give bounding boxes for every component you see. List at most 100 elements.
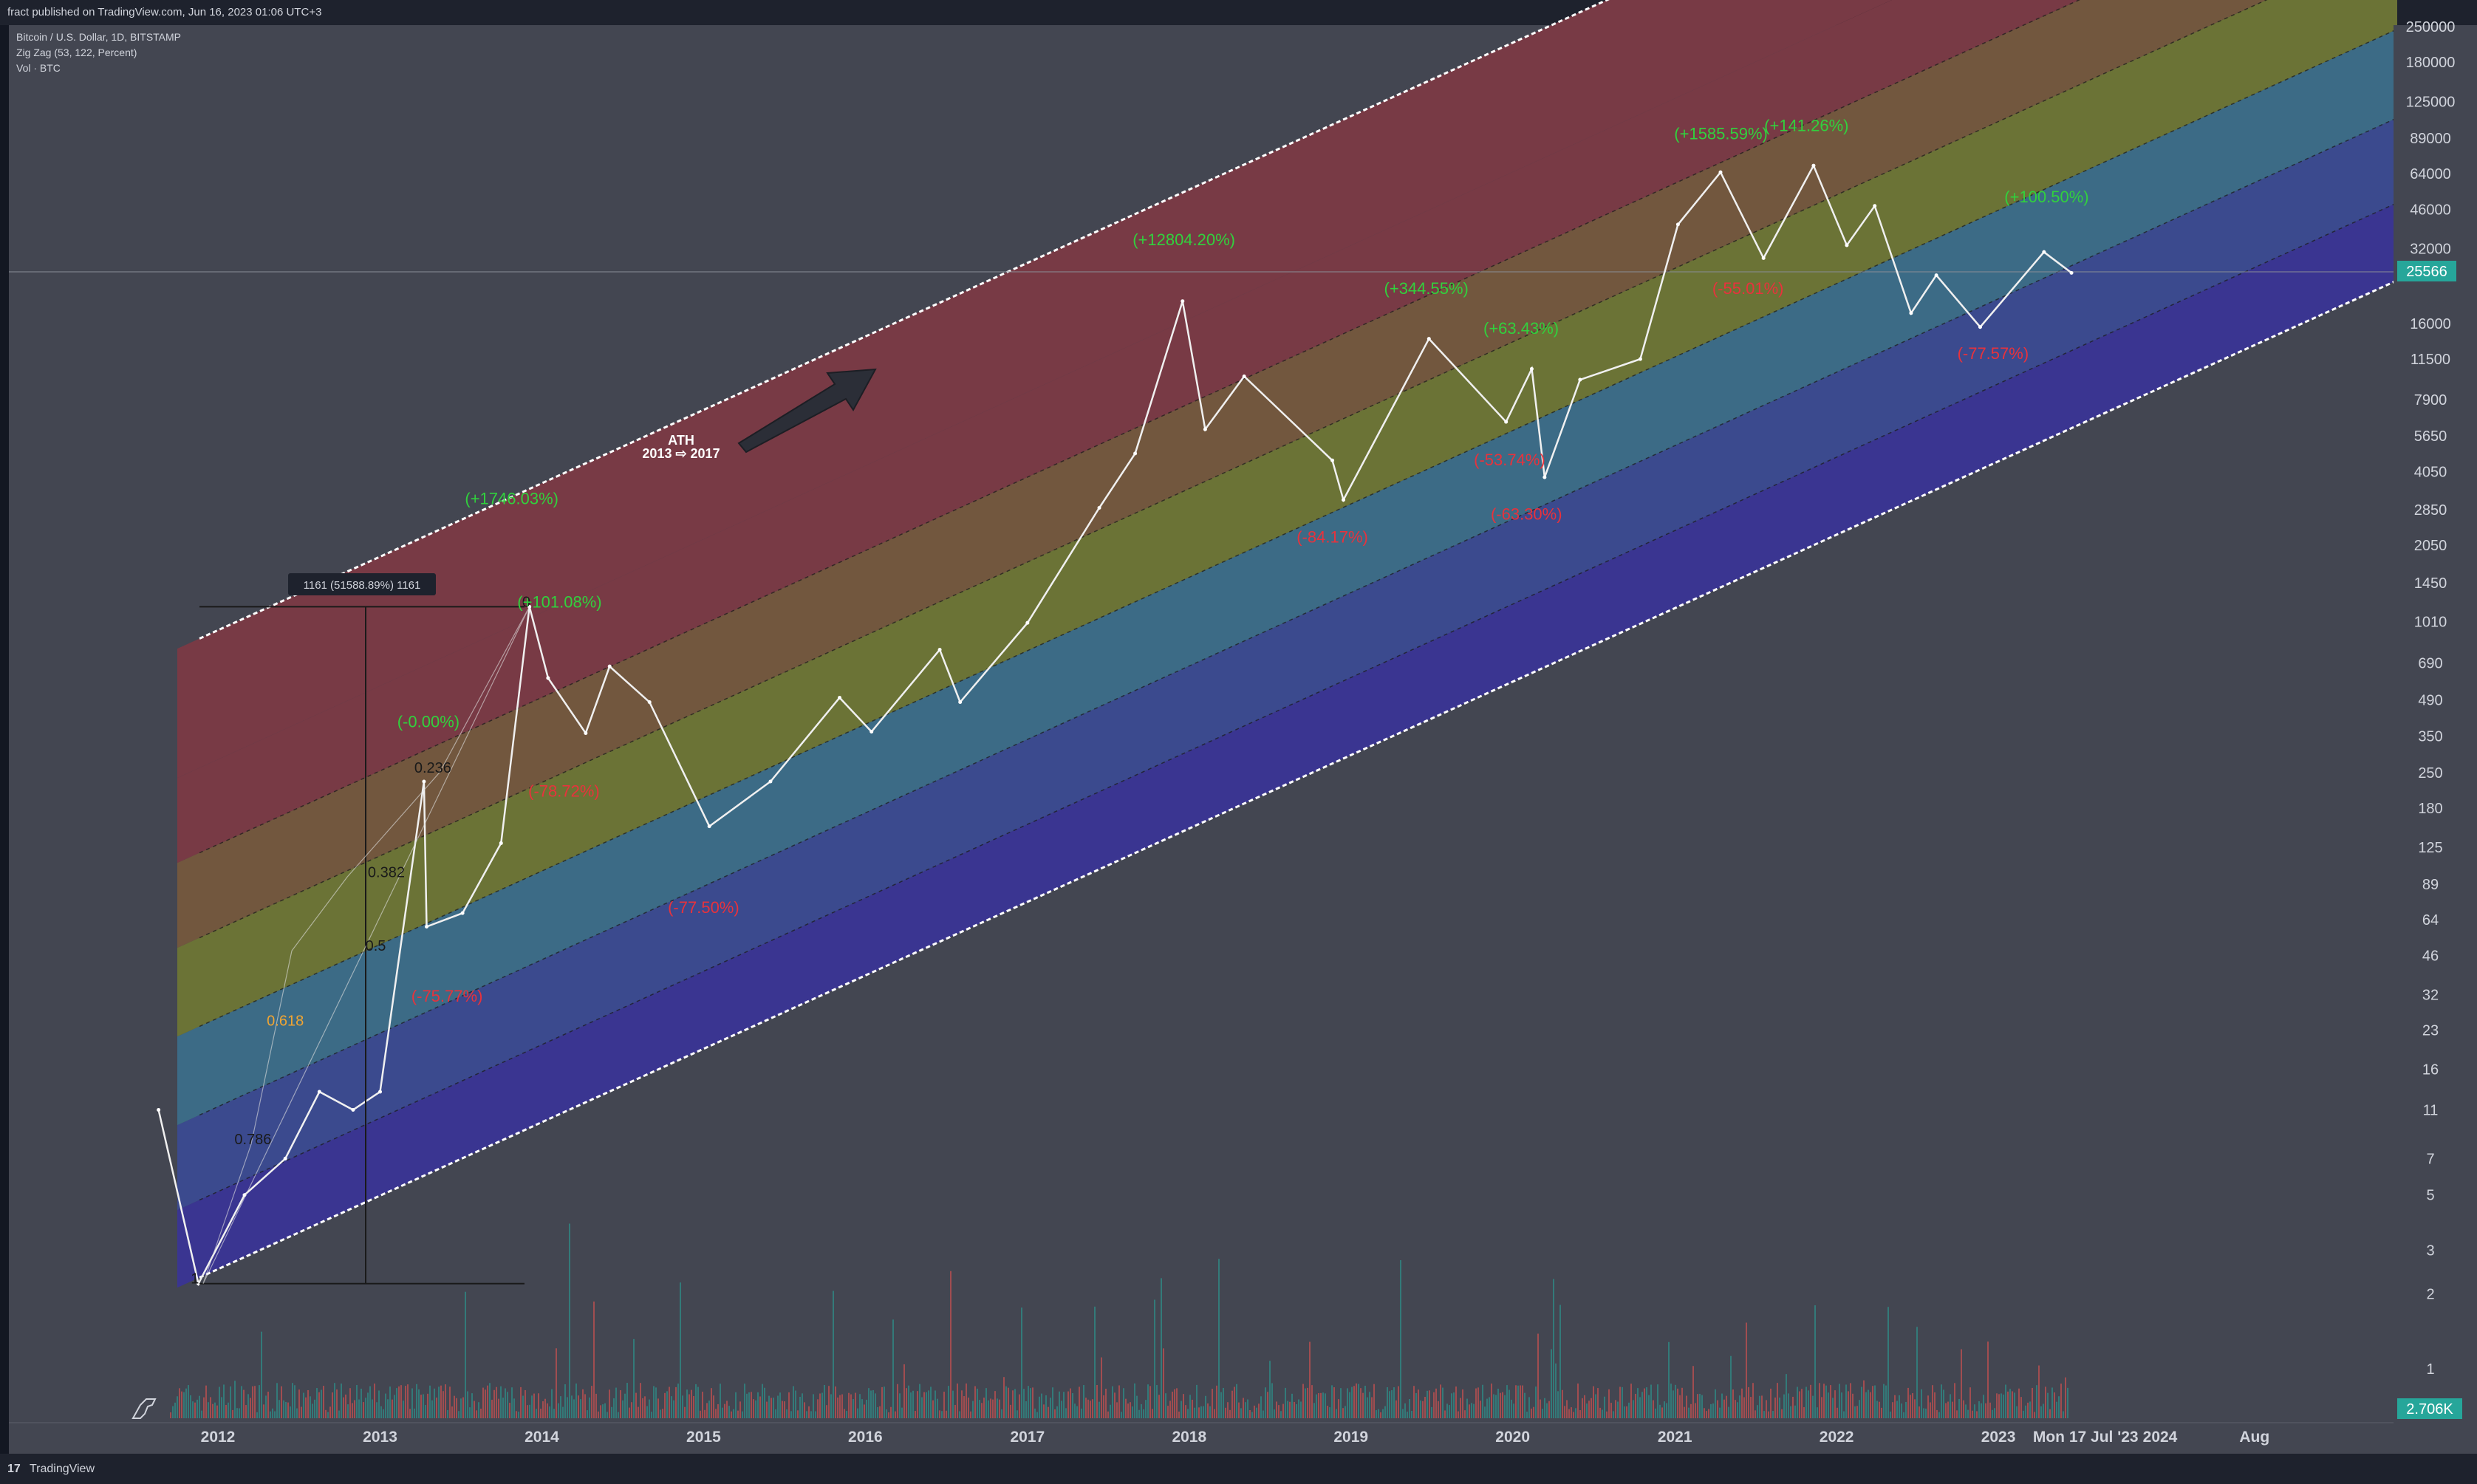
y-tick-label: 32000	[2410, 242, 2451, 258]
volume-bar	[1453, 1392, 1455, 1418]
volume-bars	[170, 1223, 2068, 1418]
volume-bar	[1972, 1411, 1973, 1418]
price-point	[1330, 459, 1334, 462]
volume-bar	[1712, 1403, 1714, 1418]
fib-level-label: 0.382	[368, 864, 405, 881]
volume-bar	[434, 1389, 435, 1418]
volume-bar	[618, 1412, 619, 1418]
volume-bar	[1515, 1385, 1517, 1418]
volume-bar	[498, 1399, 499, 1418]
volume-bar	[1721, 1394, 1723, 1418]
volume-bar	[988, 1401, 989, 1418]
volume-bar	[1748, 1387, 1749, 1418]
volume-bar	[737, 1411, 739, 1418]
volume-bar	[427, 1394, 428, 1418]
volume-bar	[1577, 1384, 1579, 1418]
volume-bar	[1181, 1401, 1182, 1418]
volume-bar	[465, 1292, 466, 1418]
volume-bar	[1497, 1389, 1499, 1418]
volume-bar	[1517, 1386, 1519, 1418]
volume-bar	[1630, 1384, 1632, 1418]
volume-bar	[2038, 1366, 2040, 1418]
price-point	[768, 780, 772, 784]
volume-bar	[677, 1384, 679, 1418]
x-tick-label: 2019	[1333, 1429, 1368, 1446]
volume-bar	[1152, 1409, 1153, 1418]
legend-symbol[interactable]: Bitcoin / U.S. Dollar, 1D, BITSTAMP	[16, 31, 181, 43]
volume-bar	[1571, 1407, 1572, 1418]
volume-bar	[500, 1386, 502, 1418]
volume-bar	[491, 1400, 493, 1418]
volume-bar	[1921, 1389, 1922, 1418]
volume-bar	[1105, 1389, 1107, 1418]
fib-level-label: 0.5	[366, 938, 386, 954]
legend-volume[interactable]: Vol · BTC	[16, 62, 61, 74]
volume-bar	[318, 1392, 320, 1418]
y-tick-label: 16000	[2410, 316, 2451, 332]
volume-bar	[438, 1386, 440, 1418]
volume-bar	[1610, 1403, 1612, 1418]
volume-bar	[1216, 1386, 1217, 1418]
volume-bar	[420, 1395, 422, 1418]
volume-bar	[478, 1402, 479, 1418]
volume-bar	[1985, 1403, 1986, 1418]
y-tick-label: 1010	[2414, 615, 2447, 631]
volume-bar	[1582, 1398, 1583, 1418]
volume-bar	[2043, 1404, 2044, 1418]
x-tick-label: 2018	[1172, 1429, 1206, 1446]
volume-bar	[345, 1395, 346, 1418]
volume-bar	[1101, 1358, 1102, 1418]
volume-bar	[1165, 1393, 1166, 1418]
zigzag-label: (+344.55%)	[1384, 279, 1469, 298]
volume-bar	[219, 1386, 220, 1418]
volume-bar	[2067, 1388, 2068, 1418]
volume-bar	[1974, 1404, 1975, 1418]
volume-bar	[1837, 1408, 1838, 1418]
volume-bar	[1196, 1385, 1197, 1418]
volume-bar	[828, 1386, 830, 1418]
volume-bar	[1896, 1401, 1898, 1418]
volume-bar	[1178, 1412, 1180, 1418]
volume-bar	[1240, 1408, 1242, 1418]
y-tick-label: 11500	[2411, 352, 2450, 368]
volume-bar	[1067, 1392, 1069, 1418]
volume-bar	[212, 1404, 213, 1418]
volume-bar	[1121, 1412, 1122, 1418]
volume-bar	[1540, 1400, 1541, 1418]
volume-bar	[1112, 1386, 1113, 1418]
volume-bar	[387, 1399, 389, 1418]
y-tick-label: 125	[2418, 840, 2442, 856]
volume-bar	[294, 1385, 295, 1418]
volume-bar	[1697, 1394, 1698, 1418]
volume-bar	[742, 1412, 743, 1418]
volume-bar	[932, 1401, 934, 1418]
volume-bar	[697, 1387, 699, 1418]
volume-bar	[259, 1385, 260, 1418]
volume-bar	[1548, 1401, 1550, 1418]
volume-bar	[1868, 1389, 1869, 1418]
volume-bar	[584, 1394, 586, 1418]
volume-bar	[369, 1386, 371, 1418]
volume-bar	[1214, 1409, 1215, 1418]
volume-bar	[1511, 1400, 1512, 1418]
x-tick-label: 2017	[1011, 1429, 1045, 1446]
volume-bar	[1218, 1259, 1220, 1418]
volume-bar	[2032, 1388, 2033, 1418]
volume-bar	[1438, 1401, 1439, 1418]
y-tick-label: 2050	[2414, 538, 2447, 554]
volume-bar	[429, 1386, 431, 1418]
volume-bar	[928, 1390, 929, 1418]
volume-bar	[977, 1389, 978, 1418]
zigzag-label: (+101.08%)	[517, 593, 601, 612]
volume-bar	[1573, 1412, 1574, 1418]
volume-bar	[1653, 1401, 1654, 1418]
volume-bar	[1741, 1389, 1743, 1418]
legend-zigzag[interactable]: Zig Zag (53, 122, Percent)	[16, 47, 137, 58]
volume-bar	[1351, 1387, 1353, 1418]
volume-bar	[1912, 1393, 1913, 1418]
volume-bar	[1466, 1399, 1468, 1418]
volume-bar	[396, 1388, 397, 1418]
volume-bar	[1489, 1397, 1490, 1418]
volume-bar	[493, 1390, 495, 1418]
